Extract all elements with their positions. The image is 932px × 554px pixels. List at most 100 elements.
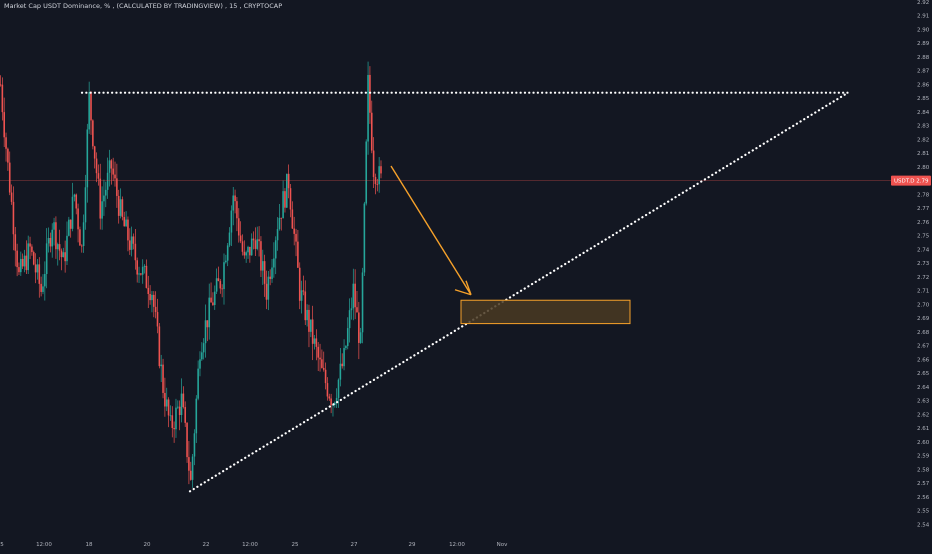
candle-body	[297, 241, 299, 268]
candle-body	[145, 265, 148, 288]
candle-body	[337, 379, 340, 398]
candle-body	[356, 307, 358, 313]
candle-body	[164, 392, 166, 407]
candle-body	[378, 166, 380, 185]
candle-body	[75, 194, 78, 209]
candle-body	[326, 383, 329, 397]
y-tick-label: 2.78	[917, 192, 930, 198]
chart-header: Market Cap USDT Dominance, % , (CALCULAT…	[4, 2, 283, 10]
candle-body	[330, 398, 332, 406]
y-tick-label: 2.70	[917, 302, 930, 308]
candle-body	[341, 363, 344, 367]
candle-body	[348, 310, 351, 329]
candle-body	[249, 246, 251, 256]
candle-body	[195, 398, 198, 434]
x-tick-label: 27	[351, 542, 358, 548]
candle-body	[380, 166, 382, 174]
candle-body	[162, 364, 164, 393]
candle-body	[273, 258, 275, 268]
candle-body	[165, 399, 168, 407]
candle-body	[93, 146, 96, 159]
y-tick-label: 2.65	[917, 371, 930, 377]
y-tick-label: 2.83	[917, 124, 930, 130]
candle-body	[354, 283, 356, 308]
candle-body	[287, 173, 290, 189]
candle-body	[23, 255, 26, 267]
candle-body	[106, 172, 109, 190]
y-tick-label: 2.82	[917, 137, 929, 143]
candle-body	[175, 407, 177, 430]
candle-body	[51, 229, 54, 247]
candle-body	[243, 251, 246, 256]
candle-body	[206, 320, 209, 328]
price-tag-label: USDT.D 2.79	[894, 179, 929, 185]
arrow-head-right	[465, 280, 472, 295]
candle-body	[114, 174, 116, 179]
candle-body	[20, 258, 22, 273]
exchange-label: CRYPTOCAP	[243, 2, 283, 10]
candle-body	[44, 274, 46, 287]
y-tick-label: 2.66	[917, 357, 930, 363]
candle-body	[171, 415, 174, 428]
candle-body	[121, 199, 124, 218]
candle-body	[158, 326, 161, 367]
candle-body	[77, 208, 79, 230]
candle-body	[372, 150, 375, 177]
candle-body	[79, 229, 81, 246]
candle-body	[321, 359, 323, 368]
candle-body	[245, 252, 247, 256]
candle-body	[189, 470, 192, 480]
candle-body	[252, 238, 255, 241]
y-tick-label: 2.76	[917, 220, 930, 226]
y-tick-label: 2.86	[917, 82, 930, 88]
candle-body	[376, 184, 379, 185]
candle-body	[125, 219, 127, 227]
candle-body	[302, 290, 305, 292]
candle-body	[31, 246, 33, 253]
candle-body	[182, 393, 185, 408]
candle-body	[14, 234, 17, 251]
candle-body	[367, 74, 369, 142]
arrow-shaft[interactable]	[390, 165, 472, 296]
candle-body	[12, 201, 15, 235]
candle-body	[10, 192, 13, 202]
candle-body	[27, 243, 30, 271]
candle-body	[334, 402, 336, 405]
candle-body	[68, 219, 70, 236]
candle-body	[8, 162, 11, 193]
support-trendline[interactable]	[188, 91, 850, 493]
candle-body	[64, 252, 66, 262]
y-tick-label: 2.59	[917, 454, 930, 460]
y-tick-label: 2.87	[917, 69, 930, 75]
candle-body	[112, 168, 114, 175]
candle-body	[108, 160, 111, 173]
candle-body	[123, 217, 126, 227]
candle-body	[232, 195, 235, 211]
candle-body	[317, 346, 319, 358]
candle-body	[188, 457, 190, 471]
target-zone[interactable]	[460, 299, 631, 325]
y-tick-label: 2.61	[917, 426, 929, 432]
candle-body	[241, 241, 244, 252]
candle-body	[134, 243, 137, 261]
y-tick-label: 2.55	[917, 509, 930, 515]
y-tick-label: 2.80	[917, 165, 930, 171]
candle-body	[153, 294, 155, 307]
candle-body	[95, 158, 98, 174]
candle-body	[358, 312, 360, 343]
candle-body	[208, 297, 211, 328]
interval-label: 15	[229, 2, 238, 10]
candle-body	[180, 393, 183, 415]
candle-body	[280, 217, 283, 219]
candle-body	[263, 261, 266, 284]
candle-body	[167, 399, 170, 416]
candle-body	[103, 195, 105, 202]
candle-body	[359, 332, 362, 343]
candle-body	[5, 137, 7, 149]
candle-body	[261, 261, 264, 271]
y-tick-label: 2.84	[917, 110, 930, 116]
candle-body	[328, 396, 331, 399]
candle-body	[210, 297, 212, 303]
